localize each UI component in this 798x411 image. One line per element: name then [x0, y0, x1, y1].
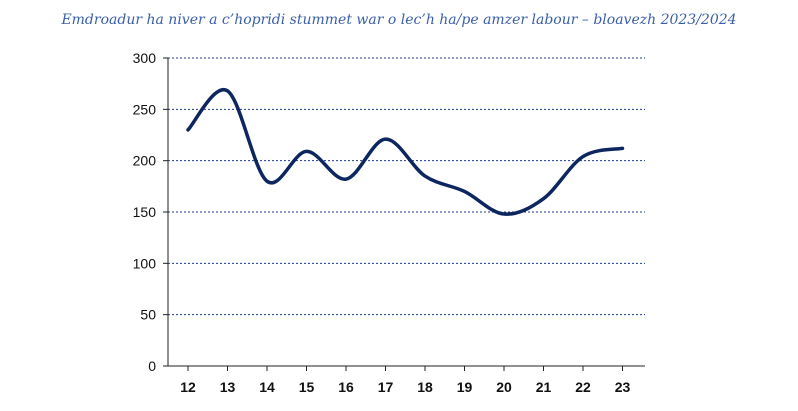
x-tick-label: 14 [259, 379, 275, 395]
data-point [581, 155, 585, 159]
y-tick-labels: 0 50 100 150 200 250 300 [133, 50, 157, 374]
data-point [186, 128, 190, 132]
x-tick-label: 23 [615, 379, 631, 395]
y-tick-label: 50 [140, 307, 156, 323]
x-tick-labels: 12 13 14 15 16 17 18 19 20 21 22 23 [180, 379, 630, 395]
x-tick-label: 20 [496, 379, 512, 395]
series-layer [186, 88, 625, 216]
x-tick-label: 15 [299, 379, 315, 395]
y-tick-label: 250 [133, 101, 157, 117]
data-point [226, 89, 229, 93]
y-tick-label: 300 [133, 50, 157, 66]
x-tick-label: 12 [180, 379, 196, 395]
chart-title: Emdroadur ha niver a c’hopridi stummet w… [61, 12, 737, 28]
x-tick-label: 13 [220, 379, 236, 395]
data-point [305, 149, 308, 153]
x-tick-label: 19 [457, 379, 473, 395]
data-point [542, 197, 545, 201]
data-point [463, 189, 466, 193]
data-point [502, 212, 506, 216]
data-point [344, 177, 348, 181]
x-tick-label: 16 [338, 379, 354, 395]
data-point [384, 137, 387, 141]
y-tick-label: 0 [148, 358, 156, 374]
axes [163, 57, 645, 371]
data-point [621, 146, 624, 150]
data-point [423, 174, 427, 178]
x-tick-label: 21 [536, 379, 552, 395]
y-tick-label: 200 [133, 153, 157, 169]
x-tick-label: 22 [575, 379, 591, 395]
y-tick-label: 100 [133, 255, 157, 271]
data-point [265, 179, 269, 183]
gridlines [168, 57, 645, 316]
x-tick-label: 17 [378, 379, 394, 395]
x-tick-label: 18 [417, 379, 433, 395]
series-line [186, 88, 625, 216]
y-tick-label: 150 [133, 204, 157, 220]
